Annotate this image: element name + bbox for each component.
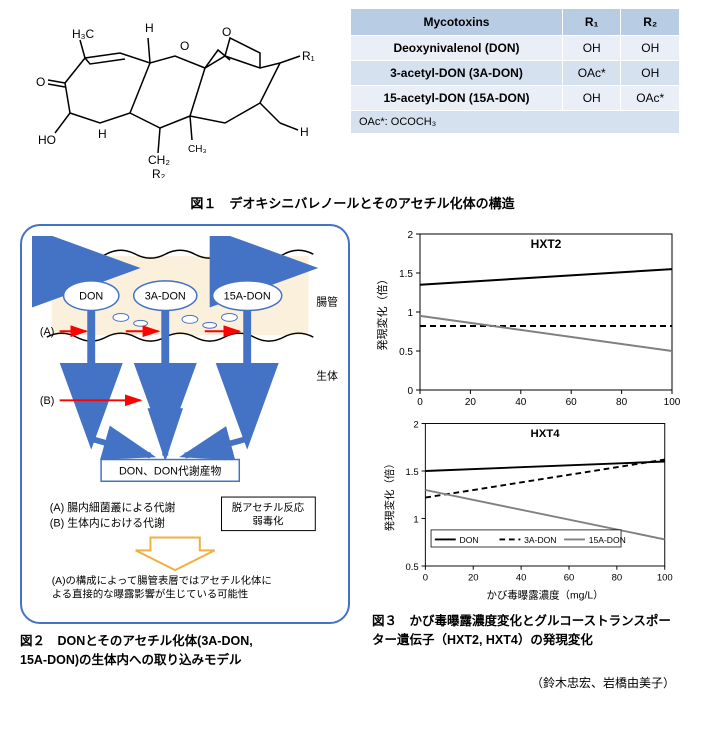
hxt4-chart: 0.511.52020406080100HXT4発現変化（倍）かび毒曝露濃度（m… [372, 414, 682, 604]
figures-row: DON 3A-DON 15A-DON 腸管 生体内 (A) (B) [0, 224, 705, 670]
product-box: DON、DON代謝産物 [119, 463, 222, 477]
note-a: (A) 腸内細菌叢による代謝 [50, 500, 176, 514]
svg-text:H: H [300, 125, 309, 139]
svg-text:O: O [36, 75, 45, 89]
svg-text:80: 80 [612, 572, 623, 583]
svg-text:2: 2 [407, 230, 413, 241]
svg-text:3A-DON: 3A-DON [524, 535, 556, 545]
marker-a: (A) [40, 326, 54, 338]
svg-text:100: 100 [664, 397, 681, 408]
svg-text:60: 60 [564, 572, 575, 583]
svg-text:HXT4: HXT4 [530, 428, 560, 440]
svg-text:よる直接的な曝露影響が生じている可能性: よる直接的な曝露影響が生じている可能性 [52, 588, 249, 601]
marker-b: (B) [40, 395, 54, 407]
svg-text:100: 100 [657, 572, 673, 583]
svg-text:0.5: 0.5 [399, 347, 413, 358]
svg-text:R₂: R₂ [152, 167, 166, 178]
svg-text:80: 80 [616, 397, 628, 408]
svg-text:40: 40 [515, 397, 527, 408]
figure2-container: DON 3A-DON 15A-DON 腸管 生体内 (A) (B) [20, 224, 350, 670]
compound-don: DON [79, 291, 103, 303]
col-r2: R₂ [621, 9, 680, 36]
svg-text:HXT2: HXT2 [531, 237, 562, 251]
svg-text:CH₃: CH₃ [188, 144, 207, 155]
svg-text:DON: DON [460, 535, 479, 545]
compound-3adon: 3A-DON [145, 291, 186, 303]
svg-text:弱毒化: 弱毒化 [252, 515, 283, 528]
mycotoxin-table: Mycotoxins R₁ R₂ Deoxynivalenol (DON)OHO… [350, 8, 680, 134]
structure-svg: H O R₁ H O CH₂ HO R₂ H CH₃ O H₃C [30, 8, 330, 178]
svg-text:H₃C: H₃C [72, 27, 95, 41]
svg-text:R₁: R₁ [302, 49, 315, 63]
svg-text:0: 0 [407, 386, 413, 397]
svg-text:O: O [180, 39, 189, 53]
hxt2-chart: 00.511.52020406080100HXT2発現変化（倍） [372, 224, 682, 414]
svg-text:20: 20 [468, 572, 479, 583]
svg-text:かび毒曝露濃度（mg/L）: かび毒曝露濃度（mg/L） [486, 588, 603, 601]
col-mycotoxins: Mycotoxins [351, 9, 563, 36]
svg-text:H: H [145, 21, 154, 35]
figure1-row: H O R₁ H O CH₂ HO R₂ H CH₃ O H₃C Mycotox… [0, 0, 705, 185]
table-header-row: Mycotoxins R₁ R₂ [351, 9, 680, 36]
table-note: OAc*: OCOCH₃ [351, 111, 680, 134]
col-r1: R₁ [562, 9, 621, 36]
svg-text:60: 60 [566, 397, 578, 408]
model-svg: DON 3A-DON 15A-DON 腸管 生体内 (A) (B) [32, 236, 338, 612]
svg-text:20: 20 [465, 397, 477, 408]
svg-text:H: H [98, 127, 107, 141]
note-b: (B) 生体内における代謝 [50, 516, 165, 530]
svg-text:(A)の構成によって腸管表層ではアセチル化体に: (A)の構成によって腸管表層ではアセチル化体に [52, 574, 272, 587]
figure3-caption: 図３ かび毒曝露濃度変化とグルコーストランスポーター遺伝子（HXT2, HXT4… [372, 612, 682, 650]
figure3-container: 00.511.52020406080100HXT2発現変化（倍） 0.511.5… [372, 224, 682, 670]
zone1-label: 腸管 [316, 295, 338, 309]
model-diagram: DON 3A-DON 15A-DON 腸管 生体内 (A) (B) [20, 224, 350, 624]
compound-15adon: 15A-DON [224, 291, 271, 303]
svg-text:発現変化（倍）: 発現変化（倍） [375, 274, 389, 351]
svg-text:15A-DON: 15A-DON [589, 535, 626, 545]
svg-text:O: O [222, 25, 231, 39]
svg-text:0: 0 [417, 397, 423, 408]
svg-text:発現変化（倍）: 発現変化（倍） [383, 458, 396, 531]
table-row: 3-acetyl-DON (3A-DON)OAc*OH [351, 61, 680, 86]
svg-text:40: 40 [516, 572, 527, 583]
svg-text:1.5: 1.5 [399, 269, 413, 280]
svg-text:1: 1 [407, 308, 413, 319]
authors: （鈴木忠宏、岩橋由美子） [0, 670, 705, 691]
svg-text:1: 1 [413, 514, 418, 525]
svg-text:HO: HO [38, 133, 56, 147]
svg-text:CH₂: CH₂ [148, 153, 170, 167]
zone2-label: 生体内 [316, 369, 338, 383]
svg-text:0: 0 [423, 572, 428, 583]
table-row: 15-acetyl-DON (15A-DON)OHOAc* [351, 86, 680, 111]
figure2-caption: 図２ DONとそのアセチル化体(3A-DON, 15A-DON)の生体内への取り… [20, 632, 350, 670]
svg-text:脱アセチル反応: 脱アセチル反応 [232, 501, 305, 514]
table-row: Deoxynivalenol (DON)OHOH [351, 36, 680, 61]
chemical-structure: H O R₁ H O CH₂ HO R₂ H CH₃ O H₃C [30, 8, 330, 181]
svg-text:1.5: 1.5 [405, 467, 418, 478]
svg-text:0.5: 0.5 [405, 562, 418, 573]
svg-text:2: 2 [413, 419, 418, 430]
figure1-caption: 図１ デオキシニバレノールとそのアセチル化体の構造 [0, 193, 705, 212]
